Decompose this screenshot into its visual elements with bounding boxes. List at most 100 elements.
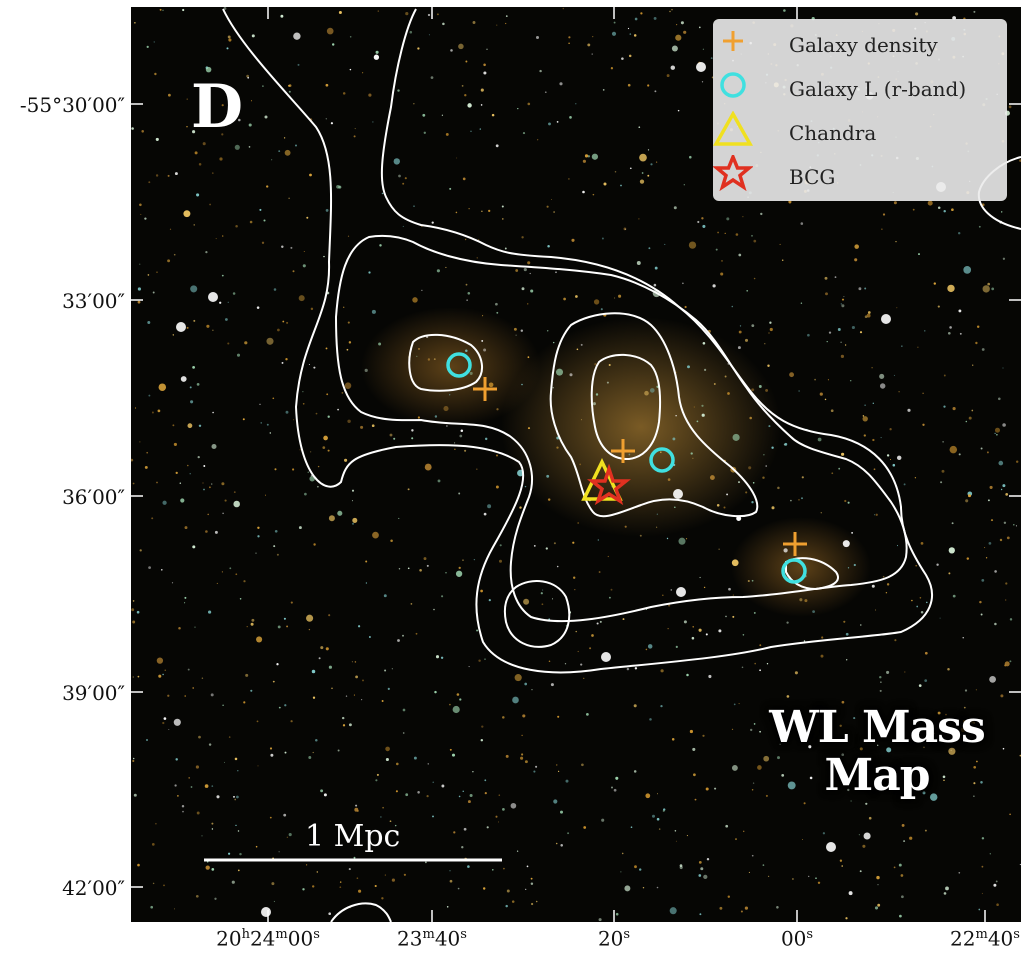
star-point — [413, 756, 417, 760]
star-point — [936, 563, 939, 566]
star-point — [1003, 521, 1007, 524]
star-point — [418, 347, 420, 350]
star-point — [565, 779, 569, 783]
star-point — [999, 538, 1003, 542]
star-point — [163, 884, 165, 887]
star-point — [1005, 493, 1009, 496]
star-point — [198, 163, 202, 166]
star-point — [877, 884, 879, 886]
dec-tick-label: -55°30′00″ — [19, 93, 125, 117]
star-point — [402, 634, 404, 637]
star-point — [546, 474, 550, 478]
star-point — [525, 888, 527, 891]
star-point — [817, 881, 821, 885]
star-point — [344, 458, 348, 462]
star-point — [686, 835, 688, 837]
star-point — [976, 325, 980, 328]
star-point — [137, 300, 141, 304]
star-point — [411, 437, 414, 440]
star-point — [939, 617, 941, 619]
star-point — [881, 228, 883, 230]
star-point — [949, 326, 952, 329]
star-point — [653, 283, 657, 287]
star-point — [651, 814, 656, 818]
star-point — [964, 689, 968, 692]
ra-tick-label: 20s — [597, 926, 631, 951]
star-point — [325, 118, 327, 120]
star-point — [675, 645, 678, 649]
star-point — [288, 90, 291, 93]
star-point — [211, 828, 214, 830]
star-point — [1015, 525, 1017, 527]
star-point — [841, 753, 845, 757]
star-point — [853, 717, 856, 720]
star-point — [223, 7, 227, 10]
star-point — [577, 522, 580, 524]
star-point — [311, 885, 315, 888]
triangle-icon — [713, 111, 753, 146]
star-point — [487, 504, 492, 509]
star-point — [692, 626, 694, 628]
star-point — [539, 69, 542, 73]
star-point — [465, 60, 468, 63]
star-point — [876, 875, 880, 880]
star-point — [667, 604, 671, 607]
star-point — [323, 435, 328, 441]
star-point — [480, 104, 483, 106]
star-point — [398, 517, 400, 519]
star-point — [662, 594, 664, 597]
star-point — [577, 650, 579, 653]
star-point — [628, 54, 632, 58]
star-point — [466, 299, 468, 301]
star-point — [216, 795, 220, 799]
star-point — [449, 748, 452, 751]
star-point — [949, 445, 958, 454]
star-point — [212, 411, 214, 414]
star-point — [862, 416, 868, 422]
star-point — [803, 802, 806, 805]
star-point — [322, 446, 326, 449]
star-point — [903, 483, 906, 486]
star-point — [760, 212, 763, 216]
star-point — [288, 84, 291, 87]
star-point — [656, 526, 658, 528]
star-point — [914, 477, 917, 479]
star-point — [464, 238, 467, 241]
ra-tick-label: 22m40s — [950, 926, 1020, 951]
star-point — [560, 844, 563, 847]
star-point — [581, 763, 584, 767]
star-point — [495, 144, 499, 148]
star-point — [710, 57, 713, 59]
star-point — [522, 132, 526, 135]
star-point — [530, 289, 534, 293]
star-point — [496, 311, 499, 314]
star-point — [351, 489, 355, 492]
star-point — [550, 683, 554, 687]
star-point — [765, 388, 769, 392]
star-point — [285, 358, 288, 361]
star-point — [958, 309, 962, 313]
star-point — [360, 425, 364, 429]
star-point — [824, 276, 828, 280]
star-point — [633, 770, 637, 773]
circle-icon — [720, 72, 746, 98]
bright-star — [881, 314, 891, 324]
star-point — [481, 210, 483, 212]
star-point — [535, 35, 540, 40]
star-point — [1019, 754, 1021, 757]
star-point — [482, 887, 486, 890]
star-point — [767, 875, 770, 878]
mass-contour-inner — [503, 580, 571, 648]
star-point — [349, 36, 352, 38]
star-point — [259, 403, 261, 405]
star-point — [754, 662, 756, 665]
star-point — [877, 744, 879, 746]
bright-star — [826, 842, 836, 852]
star-point — [157, 409, 161, 413]
star-point — [326, 393, 329, 396]
star-point — [343, 306, 345, 308]
star-point — [245, 673, 249, 677]
star-point — [148, 566, 151, 569]
star-point — [250, 622, 254, 626]
star-point — [777, 486, 780, 490]
